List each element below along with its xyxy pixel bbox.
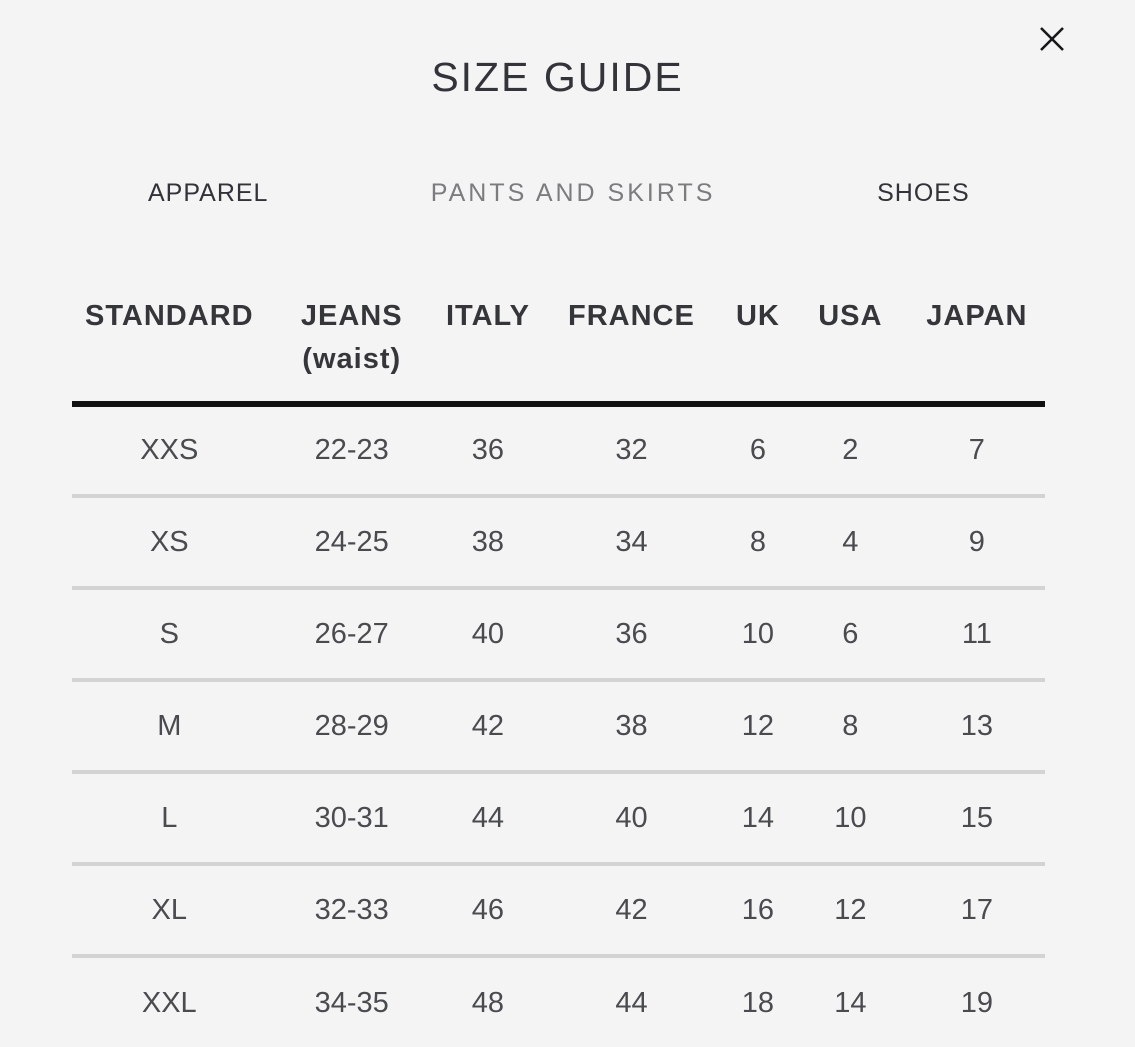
cell-jeans: 22-23	[266, 404, 437, 498]
column-header-japan: JAPAN	[908, 290, 1045, 407]
cell-jeans: 24-25	[266, 496, 437, 590]
cell-usa: 6	[791, 588, 909, 682]
cell-japan: 13	[908, 680, 1045, 774]
cell-uk: 18	[741, 986, 775, 1019]
cell-jeans: 26-27	[266, 588, 437, 682]
cell-usa: 4	[791, 496, 909, 590]
cell-france: 38	[539, 680, 724, 774]
cell-jeans: 30-31	[266, 772, 437, 866]
cell-japan: 19	[960, 986, 993, 1019]
cell-france: 42	[539, 864, 724, 958]
cell-usa: 2	[791, 404, 909, 498]
column-header-jeans: JEANS (waist)	[266, 290, 437, 407]
cell-france: 36	[539, 588, 724, 682]
cell-standard: XXL	[141, 986, 197, 1019]
cell-italy: 40	[436, 588, 540, 682]
column-header-italy: ITALY	[436, 290, 540, 407]
cell-jeans: 32-33	[266, 864, 437, 958]
cell-italy: 44	[436, 772, 540, 866]
cell-italy: 46	[436, 864, 540, 958]
cell-italy: 38	[436, 496, 540, 590]
table-row: XXS 22-23 36 32 6 2 7	[72, 404, 1045, 498]
cell-japan: 15	[908, 772, 1045, 866]
close-button[interactable]	[1031, 18, 1073, 60]
cell-standard: L	[72, 772, 267, 866]
cell-italy: 48	[471, 986, 505, 1019]
size-conversion-table: STANDARD JEANS (waist) ITALY FRANCE UK US…	[72, 290, 1045, 1047]
cell-japan: 17	[908, 864, 1045, 958]
cell-uk: 16	[723, 864, 792, 958]
cell-italy: 42	[436, 680, 540, 774]
column-header-uk: UK	[723, 290, 792, 407]
table-header-row: STANDARD JEANS (waist) ITALY FRANCE UK US…	[72, 290, 1045, 407]
page-title: SIZE GUIDE	[431, 54, 684, 100]
cell-uk: 14	[723, 772, 792, 866]
cell-usa: 12	[791, 864, 909, 958]
tab-shoes[interactable]: SHOES	[802, 178, 1045, 208]
cell-standard: XXS	[72, 404, 267, 498]
cell-standard: XS	[72, 496, 267, 590]
cell-usa: 10	[791, 772, 909, 866]
tab-pants-and-skirts[interactable]: PANTS AND SKIRTS	[344, 178, 801, 208]
column-header-standard: STANDARD	[72, 290, 267, 407]
cell-france: 34	[539, 496, 724, 590]
cell-jeans: 34-35	[314, 986, 389, 1019]
cell-france: 40	[539, 772, 724, 866]
cell-italy: 36	[436, 404, 540, 498]
column-header-france: FRANCE	[539, 290, 724, 407]
cell-standard: XL	[72, 864, 267, 958]
size-guide-tabs: APPAREL PANTS AND SKIRTS SHOES	[72, 178, 1045, 208]
cell-jeans: 28-29	[266, 680, 437, 774]
cell-france: 32	[539, 404, 724, 498]
tab-apparel[interactable]: APPAREL	[72, 178, 344, 208]
table-row: XXL 34-35 48 44 18 14 19	[72, 956, 1045, 1047]
cell-uk: 6	[723, 404, 792, 498]
cell-standard: S	[72, 588, 267, 682]
close-icon	[1037, 24, 1067, 54]
table-row: XS 24-25 38 34 8 4 9	[72, 496, 1045, 590]
cell-uk: 8	[723, 496, 792, 590]
column-header-usa: USA	[791, 290, 909, 407]
cell-uk: 10	[723, 588, 792, 682]
table-row: M 28-29 42 38 12 8 13	[72, 680, 1045, 774]
cell-japan: 11	[908, 588, 1045, 682]
cell-france: 44	[615, 986, 648, 1019]
cell-uk: 12	[723, 680, 792, 774]
table-row: S 26-27 40 36 10 6 11	[72, 588, 1045, 682]
cell-japan: 9	[908, 496, 1045, 590]
cell-usa: 8	[791, 680, 909, 774]
cell-japan: 7	[908, 404, 1045, 498]
cell-usa: 14	[834, 986, 867, 1019]
table-row: XL 32-33 46 42 16 12 17	[72, 864, 1045, 958]
table-row: L 30-31 44 40 14 10 15	[72, 772, 1045, 866]
cell-standard: M	[72, 680, 267, 774]
